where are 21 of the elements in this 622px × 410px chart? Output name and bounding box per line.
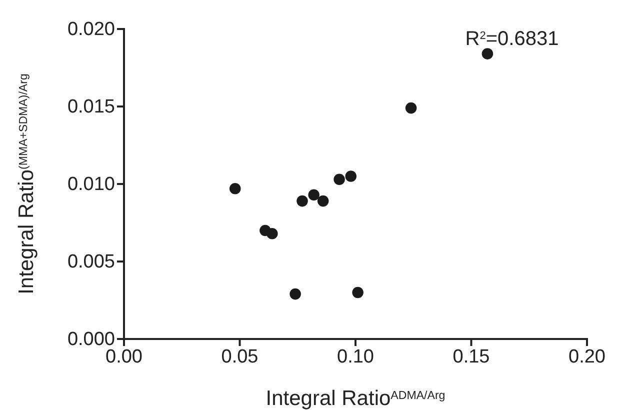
y-tick-label: 0.005 bbox=[67, 252, 115, 273]
point bbox=[352, 286, 364, 298]
point bbox=[345, 170, 357, 182]
point bbox=[296, 195, 308, 207]
point bbox=[405, 102, 417, 114]
x-axis-title: Integral Ratio$^{ADMA/Arg}$ bbox=[266, 387, 446, 410]
x-tick-label: 0.20 bbox=[568, 346, 606, 368]
point bbox=[266, 228, 278, 240]
point bbox=[290, 288, 301, 300]
annotation: R$^{2}$=0.6831 bbox=[465, 28, 559, 50]
point bbox=[308, 189, 320, 200]
x-tick-label: 0.10 bbox=[337, 346, 374, 368]
y-tick-label: 0.010 bbox=[67, 174, 115, 196]
x-tick-label: 0.15 bbox=[452, 346, 490, 368]
y-tick-label: 0.015 bbox=[67, 96, 115, 118]
point bbox=[229, 183, 241, 194]
point bbox=[317, 195, 329, 207]
y-tick-label: 0.020 bbox=[67, 19, 115, 40]
point bbox=[482, 48, 494, 60]
x-tick-label: 0.05 bbox=[221, 346, 258, 368]
point bbox=[334, 174, 345, 185]
